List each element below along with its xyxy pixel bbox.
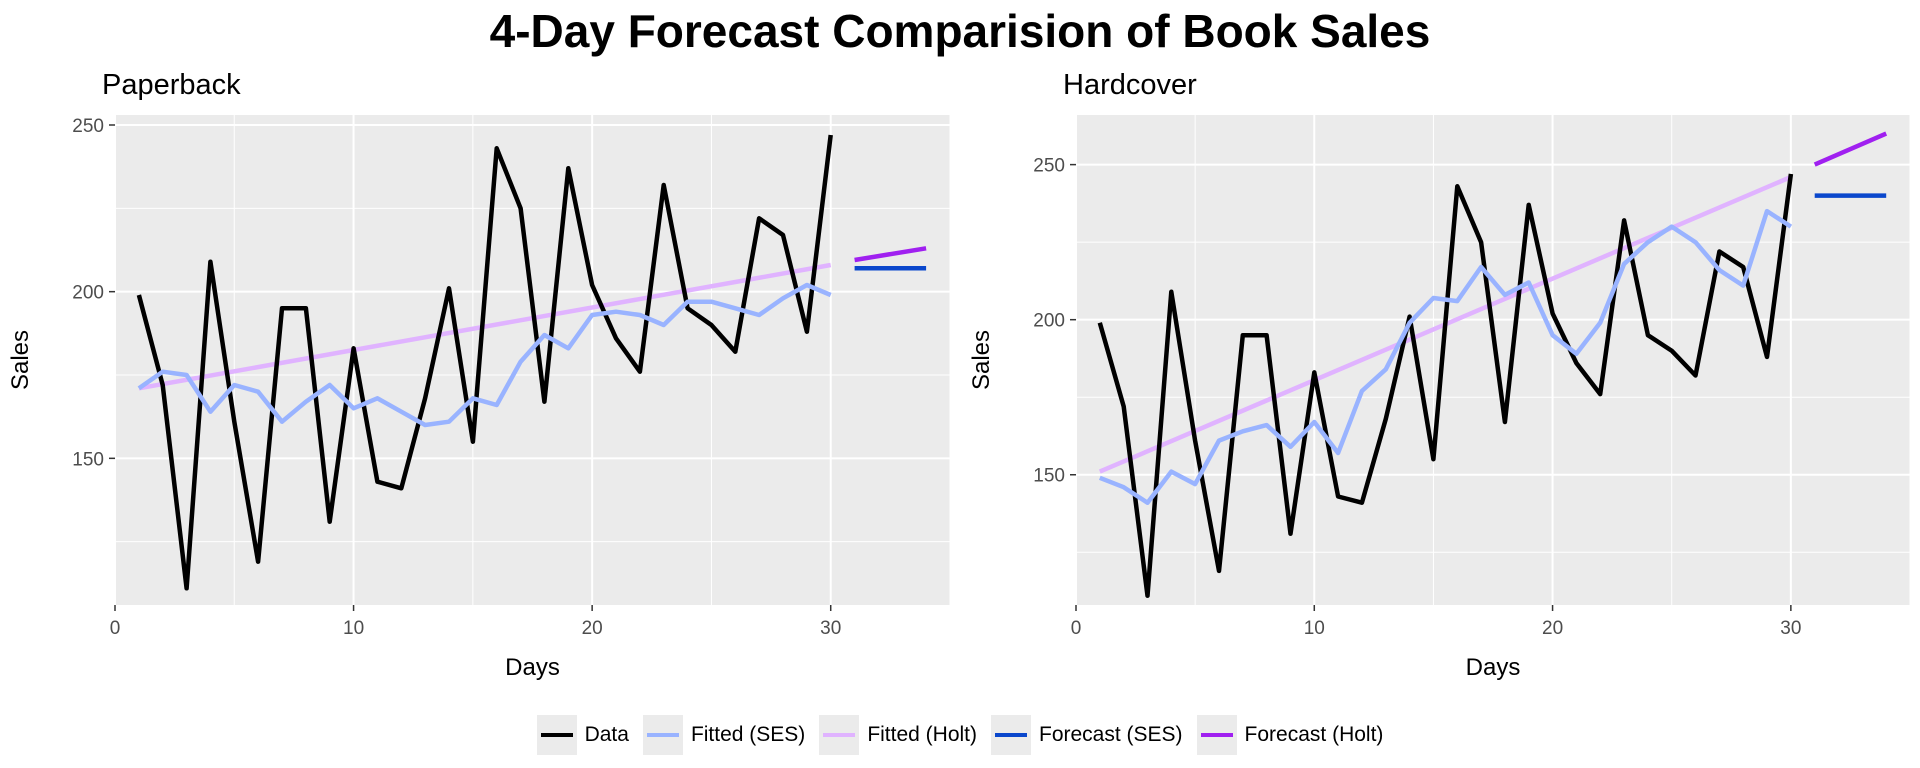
y-tick-label: 200	[1033, 311, 1065, 332]
panel-0: 0 10 20 30 150 200 250 Paperback Days Sales	[7, 69, 951, 681]
series-line-forecast-holt	[1813, 131, 1888, 167]
legend-swatch-line	[823, 733, 856, 737]
x-axis-label: Days	[505, 654, 560, 681]
legend-swatch-line	[995, 733, 1027, 737]
y-tick-label: 150	[1033, 466, 1065, 487]
legend-item-forecast-holt: Forecast (Holt)	[1196, 715, 1384, 755]
x-tick-label: 20	[582, 618, 603, 639]
legend-item-forecast-ses: Forecast (SES)	[991, 715, 1183, 755]
series-line-fitted-ses	[1098, 208, 1793, 505]
legend-label: Data	[584, 723, 629, 746]
y-tick-label: 250	[72, 116, 104, 137]
legend-swatch	[991, 715, 1031, 755]
panel-title: Hardcover	[1063, 69, 1197, 101]
y-tick-label: 150	[72, 449, 104, 470]
panel-1: 0 10 20 30 150 200 250 Hardcover Days Sales	[968, 69, 1911, 681]
x-tick-label: 30	[1780, 618, 1801, 639]
chart-canvas: 0 10 20 30 150 200 250 Paperback Days Sales 0 10 20 3…	[7, 69, 1911, 681]
chart-legend: Data Fitted (SES) Fitted (Holt) Forecast (S…	[0, 715, 1920, 755]
x-axis-label: Days	[1466, 654, 1521, 681]
chart-title: 4-Day Forecast Comparision of Book Sales	[489, 5, 1431, 57]
legend-swatch-line	[1200, 733, 1233, 737]
legend-item-fitted-ses: Fitted (SES)	[642, 715, 806, 755]
legend-label: Fitted (Holt)	[867, 723, 977, 746]
legend-item-data: Data	[536, 715, 629, 755]
plot-background	[115, 115, 950, 605]
legend-swatch	[1196, 715, 1237, 755]
y-tick-label: 250	[1033, 156, 1065, 177]
legend-swatch	[642, 715, 683, 755]
x-tick-label: 0	[110, 618, 121, 639]
x-tick-label: 0	[1071, 618, 1082, 639]
y-axis-label: Sales	[968, 330, 995, 390]
series-line-fitted-holt	[138, 262, 832, 391]
legend-swatch	[536, 715, 577, 755]
series-line-forecast-holt	[854, 246, 927, 263]
series-line-data	[1097, 173, 1794, 598]
x-tick-label: 20	[1542, 618, 1563, 639]
x-tick-label: 30	[820, 618, 841, 639]
legend-label: Forecast (Holt)	[1244, 723, 1384, 746]
series-line-fitted-ses	[137, 282, 832, 428]
y-tick-label: 200	[72, 283, 104, 304]
y-axis-label: Sales	[7, 330, 34, 390]
legend-swatch-line	[646, 733, 679, 737]
legend-swatch	[819, 715, 860, 755]
series-line-data	[136, 134, 833, 591]
legend-label: Fitted (SES)	[690, 723, 806, 746]
legend-item-fitted-holt: Fitted (Holt)	[819, 715, 977, 755]
x-tick-label: 10	[1304, 618, 1325, 639]
legend-swatch-line	[540, 733, 573, 737]
panel-title: Paperback	[102, 69, 241, 101]
plot-background	[1076, 115, 1910, 605]
x-tick-label: 10	[343, 618, 364, 639]
legend-label: Forecast (SES)	[1039, 723, 1183, 746]
